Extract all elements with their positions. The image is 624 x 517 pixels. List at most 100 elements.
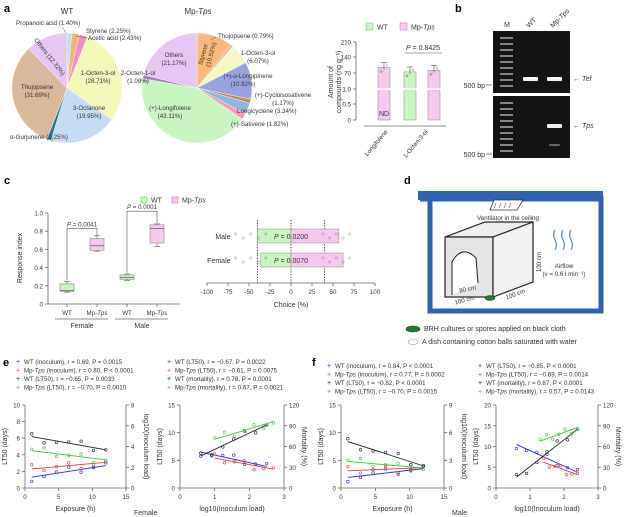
y2-tick-label: 9 <box>449 403 453 410</box>
data-point <box>252 468 256 472</box>
data-point <box>199 451 203 455</box>
data-point <box>79 470 83 474</box>
x-tick-label: 5 <box>57 494 61 501</box>
legend-marker: + <box>167 359 171 366</box>
pie-slice-7 <box>141 78 243 144</box>
category-label: Female <box>207 258 230 265</box>
data-point <box>249 232 253 236</box>
y-tick-label: 1.0 <box>34 211 43 218</box>
data-point <box>79 439 83 443</box>
y2-tick-label: 6 <box>449 430 453 437</box>
legend-marker: + <box>478 389 482 396</box>
x-tick-label: -75 <box>224 289 234 296</box>
y-tick-label: 0.8 <box>34 229 43 236</box>
y-tick-label: 1.0 <box>342 87 351 94</box>
pie-slice-9 <box>143 32 198 89</box>
data-point <box>405 74 409 78</box>
bar-chart-compounds: 0 0.5 1.0 70 140 210 Amount of compounds (ng g⁻… <box>328 22 446 160</box>
x-tick-label: 2 <box>248 494 252 501</box>
data-point <box>42 468 46 473</box>
pie-label-4: (+)-Cycloisosativene <box>255 92 312 99</box>
airflow-icon <box>552 229 558 251</box>
data-point <box>254 431 258 435</box>
data-point <box>384 463 388 467</box>
x-tick-label: WT <box>122 310 132 317</box>
choice-bar-chart: -100 -75 -50 -25 0 25 50 75 100 Choice (%) Male P =… <box>201 220 381 309</box>
pie-slice-3 <box>66 36 123 121</box>
pie-label-2: Acetic acid (2.43%) <box>88 35 141 42</box>
data-point <box>42 446 46 450</box>
data-point <box>575 471 580 475</box>
data-point <box>30 479 34 483</box>
y-axis-label: Response index <box>17 232 24 283</box>
x-tick-label: Mp-Tps <box>87 310 108 317</box>
band-label-tef: ← Tef <box>573 76 592 83</box>
significance-bracket <box>66 228 98 281</box>
data-point <box>396 461 400 465</box>
ladder-band <box>500 114 513 116</box>
y-tick-label: 15 <box>168 403 175 410</box>
significance-bracket <box>126 210 158 274</box>
sex-label: Male <box>452 510 467 517</box>
data-point <box>575 467 580 472</box>
ladder-band <box>500 67 513 69</box>
ladder-band <box>500 108 513 110</box>
p-value-label: P = 0.8425 <box>406 45 440 52</box>
data-point <box>544 433 549 437</box>
data-point <box>252 423 256 427</box>
data-point <box>242 428 246 433</box>
legend-marker: + <box>16 359 20 366</box>
data-point <box>385 64 389 67</box>
panel-label-d: d <box>404 175 411 187</box>
legend-entry: Mp-Tps (LT50), r = −0.61, P = 0.0075 <box>175 368 278 375</box>
legend-entry: Mp-Tps (LT50), r = −0.70, P = 0.0015 <box>335 389 438 396</box>
y-axis-label: LT50 (days) <box>318 428 325 465</box>
data-point <box>435 67 439 70</box>
data-point <box>264 232 268 236</box>
ladder-band <box>500 37 513 39</box>
data-point <box>221 453 225 458</box>
data-point <box>232 434 236 438</box>
pie-slice-4 <box>50 87 113 144</box>
legend-marker: + <box>478 363 482 370</box>
data-point <box>334 256 338 260</box>
airflow-icon <box>568 229 574 251</box>
pie-label-7: (+)-Longifolene <box>149 105 191 112</box>
data-point <box>221 445 225 449</box>
pie-value-3: (10.92%) <box>230 81 255 88</box>
y-tick-label: 0 <box>172 486 176 493</box>
data-point <box>213 452 217 456</box>
y-axis-label: LT50 (days) <box>2 428 9 465</box>
y-tick-label: 8 <box>17 419 21 426</box>
pie-mptps-title-text: Mp-Tps <box>184 7 211 16</box>
data-point <box>514 472 519 477</box>
x-tick-label: 10 <box>406 494 413 501</box>
y-tick-label: 70 <box>344 71 351 78</box>
y2-tick-label: 0 <box>603 486 607 493</box>
data-point <box>54 470 59 474</box>
pie-label-3: 1-Octen-3-ol <box>81 70 115 77</box>
legend-swatch-mptps <box>399 22 408 31</box>
x-tick-label: 1-Octen-3-ol <box>402 129 429 160</box>
legend-dish: A dish containing cotton balls saturated… <box>422 339 578 346</box>
y-tick-label: 0.5 <box>342 102 351 109</box>
data-point <box>232 453 236 457</box>
x-tick-label: -100 <box>201 289 214 296</box>
data-point <box>234 256 237 260</box>
data-point <box>575 427 580 431</box>
y-tick-label: 210 <box>341 40 352 47</box>
pie-label-6: (+)-Sativene (1.82%) <box>231 121 288 128</box>
cube-door <box>451 251 479 295</box>
pie-label-5: Longicyclene (3.34%) <box>237 108 297 115</box>
y2-tick-label: 90 <box>603 423 610 430</box>
y-tick-label: 0 <box>488 486 492 493</box>
data-point <box>371 464 375 469</box>
data-point <box>67 440 71 444</box>
ladder-band <box>500 150 513 152</box>
x-tick-label: 10 <box>89 494 96 501</box>
p-value-label: P = 0.0200 <box>274 234 308 241</box>
data-point <box>379 70 383 73</box>
lane-label-m: M <box>504 22 510 29</box>
data-point <box>67 453 71 457</box>
